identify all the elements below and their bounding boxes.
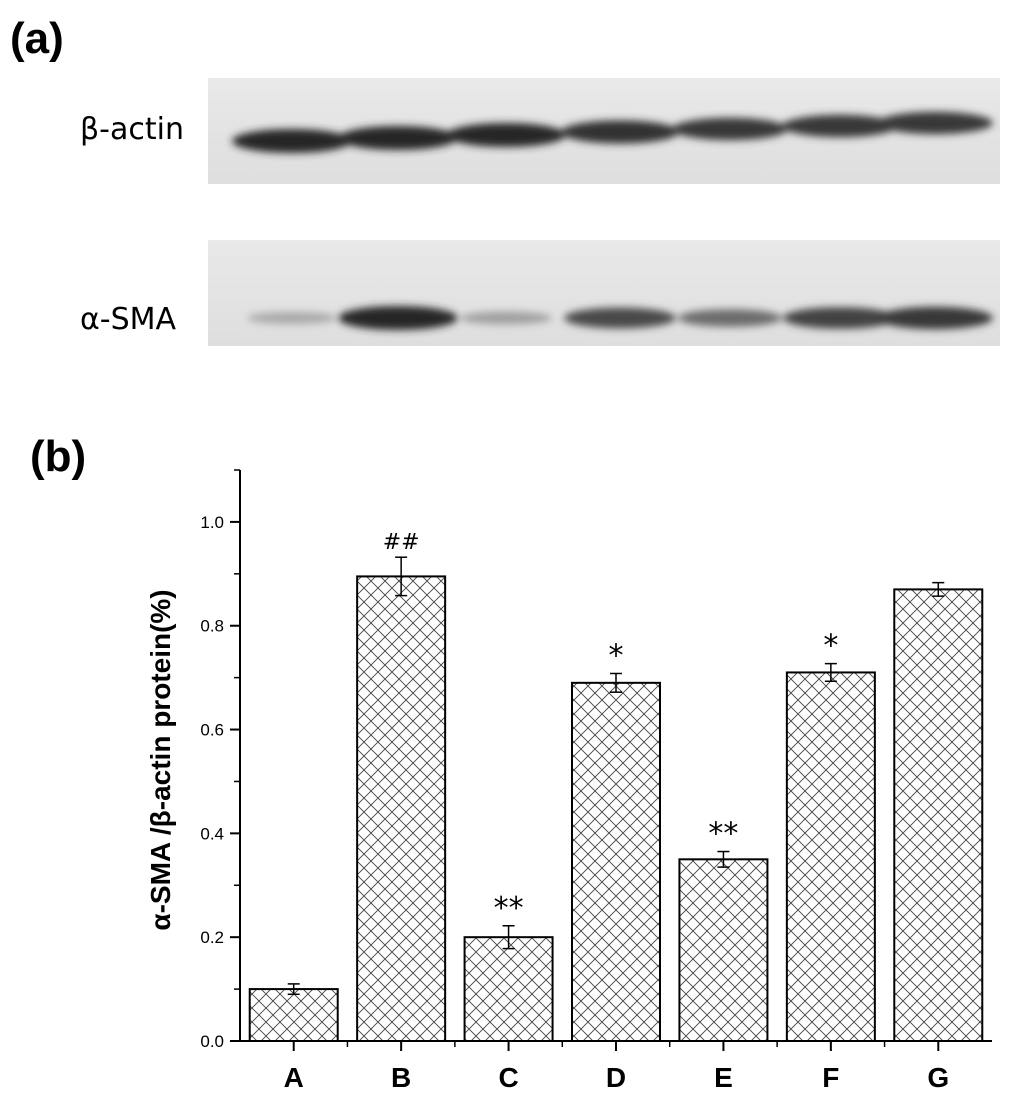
error-bar-D [610, 672, 622, 693]
x-tick-label-C: C [498, 1062, 518, 1093]
error-bar-E [717, 850, 730, 868]
significance-label-E: ** [708, 817, 738, 852]
error-bar-C [502, 925, 515, 950]
error-bar-F [824, 662, 837, 683]
blot-band-alpha-sma-lane-6 [783, 307, 897, 329]
bar-G [893, 588, 984, 1043]
blot-band-beta-actin-lane-6 [782, 114, 898, 138]
blot-band-beta-actin-lane-7 [877, 111, 993, 135]
error-bar-G [932, 581, 945, 597]
significance-label-B: ## [383, 530, 420, 555]
panel-b-label: (b) [30, 432, 87, 481]
bar-A [248, 988, 339, 1042]
western-blot-image [208, 78, 1000, 346]
blot-label-alpha-sma: α-SMA [80, 302, 177, 337]
x-tick-label-F: F [822, 1062, 839, 1093]
significance-label-C: ** [494, 891, 524, 926]
y-tick-label: 0.2 [200, 928, 224, 947]
bar-C [463, 936, 554, 1043]
blot-band-beta-actin-lane-5 [672, 117, 788, 141]
y-tick-label: 0.8 [200, 617, 224, 636]
blot-label-beta-actin: β-actin [80, 112, 184, 147]
bar-F [785, 671, 876, 1042]
blot-band-alpha-sma-lane-7 [877, 306, 993, 330]
significance-label-D: * [609, 638, 624, 673]
x-tick-label-G: G [927, 1062, 949, 1093]
blot-band-beta-actin-lane-4 [561, 120, 679, 144]
x-tick-label-E: E [714, 1062, 733, 1093]
bar-E [678, 858, 769, 1042]
blot-band-alpha-sma-lane-4 [564, 307, 676, 329]
bar-B [356, 575, 447, 1042]
y-axis-label: α-SMA /β-actin protein(%) [145, 589, 176, 930]
blot-band-beta-actin-lane-3 [446, 123, 566, 147]
y-tick-label: 0.4 [200, 824, 224, 843]
x-tick-label-D: D [606, 1062, 626, 1093]
blot-band-alpha-sma-lane-2 [338, 306, 458, 330]
blot-band-beta-actin-lane-1 [232, 129, 352, 153]
error-bar-B [395, 556, 408, 597]
panel-a-label: (a) [10, 14, 64, 63]
x-tick-label-A: A [284, 1062, 304, 1093]
bar-D [571, 681, 661, 1042]
blot-band-beta-actin-lane-2 [338, 126, 458, 150]
blot-band-alpha-sma-lane-5 [678, 309, 782, 327]
significance-label-F: * [823, 629, 838, 664]
blot-band-alpha-sma-lane-1 [247, 312, 337, 324]
blot-band-alpha-sma-lane-3 [460, 311, 552, 325]
x-tick-label-B: B [391, 1062, 411, 1093]
error-bar-A [287, 983, 300, 996]
y-tick-label: 0.6 [200, 721, 224, 740]
y-tick-label: 0.0 [200, 1032, 224, 1051]
blot-strip-alpha-sma [208, 240, 1000, 346]
y-tick-label: 1.0 [200, 513, 224, 532]
